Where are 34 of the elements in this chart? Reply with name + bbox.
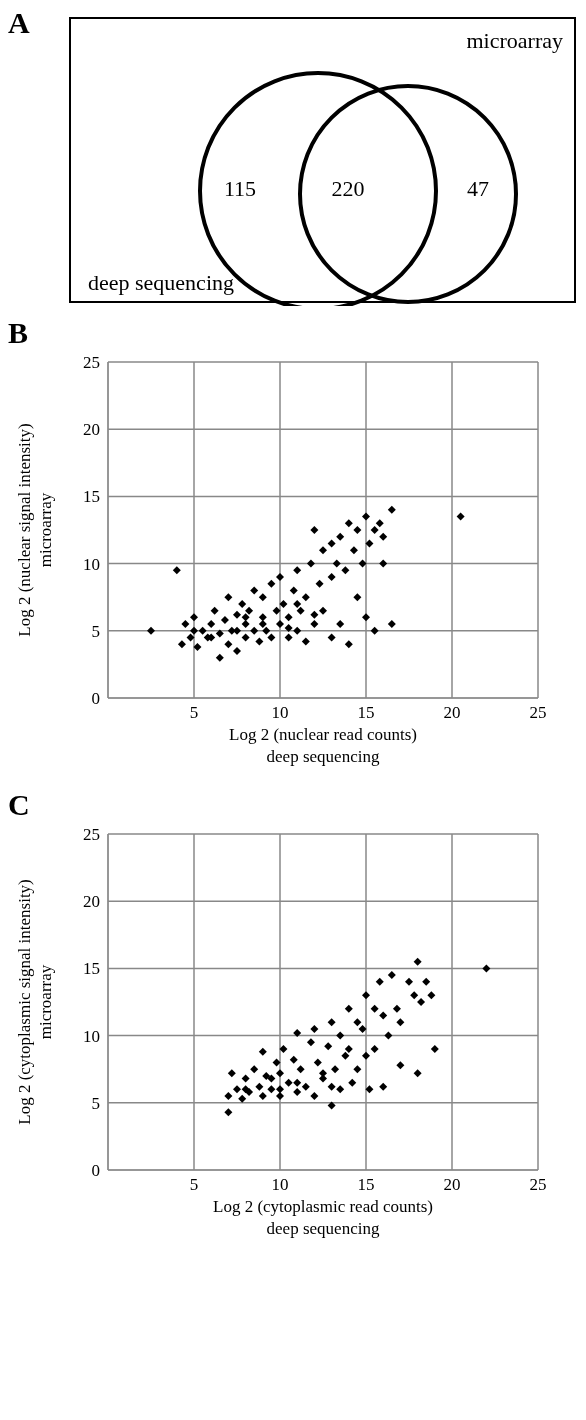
y-axis-title: Log 2 (cytoplasmic signal intensity) microarray <box>15 879 55 1125</box>
y-tick-label: 0 <box>91 1161 100 1181</box>
y-tick-label: 25 <box>83 353 100 373</box>
x-tick-label: 5 <box>189 703 199 723</box>
y-tick-label: 0 <box>91 689 100 709</box>
text: deep sequencing <box>88 270 234 295</box>
x-tick-label: 25 <box>529 703 547 723</box>
y-tick-label: 10 <box>83 554 100 574</box>
chart-title: B <box>8 316 29 349</box>
y-tick-label: 20 <box>83 420 100 440</box>
data-label: 115 <box>223 176 257 202</box>
data-label: 47 <box>467 176 489 202</box>
x-tick-label: 15 <box>357 703 375 723</box>
x-tick-label: 25 <box>529 1175 547 1195</box>
x-axis-title: Log 2 (cytoplasmic read counts) deep sequencing <box>213 1197 433 1238</box>
x-tick-label: 20 <box>443 1175 461 1195</box>
y-tick-label: 20 <box>83 892 100 912</box>
x-tick-label: 15 <box>357 1175 375 1195</box>
text: microarray <box>466 28 563 53</box>
y-tick-label: 25 <box>83 825 100 845</box>
y-tick-label: 5 <box>91 621 100 641</box>
x-tick-label: 20 <box>443 703 461 723</box>
y-tick-label: 15 <box>83 959 100 979</box>
x-tick-label: 5 <box>189 1175 199 1195</box>
y-axis-title: Log 2 (nuclear signal intensity) microarray <box>15 423 55 637</box>
y-tick-label: 15 <box>83 487 100 507</box>
chart-title: C <box>8 788 31 821</box>
x-tick-label: 10 <box>271 1175 289 1195</box>
y-tick-label: 10 <box>83 1026 100 1046</box>
data-label: 220 <box>331 176 365 202</box>
x-axis-title: Log 2 (nuclear read counts) deep sequencing <box>229 725 417 766</box>
y-tick-label: 5 <box>91 1093 100 1113</box>
text: A <box>8 6 30 39</box>
x-tick-label: 10 <box>271 703 289 723</box>
